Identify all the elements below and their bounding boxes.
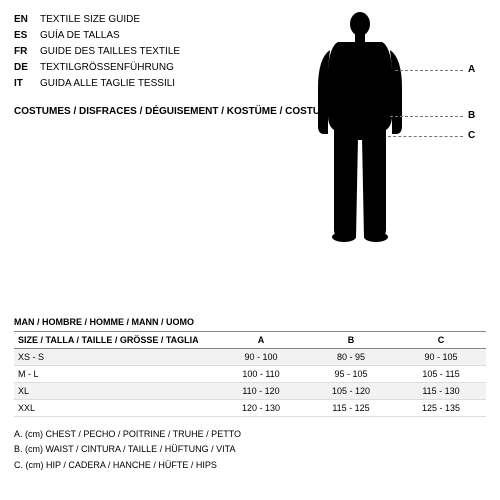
lang-label: GUIDE DES TAILLES TEXTILE — [40, 44, 180, 60]
cell-b: 80 - 95 — [306, 349, 396, 366]
lang-label: GUIDA ALLE TAGLIE TESSILI — [40, 76, 175, 92]
table-header-row: SIZE / TALLA / TAILLE / GRÖSSE / TAGLIA … — [14, 332, 486, 349]
leader-line-c — [388, 136, 463, 137]
table-row: M - L 100 - 110 95 - 105 105 - 115 — [14, 366, 486, 383]
leader-line-b — [390, 116, 463, 117]
footnote-b: B. (cm) WAIST / CINTURA / TAILLE / HÜFTU… — [14, 442, 486, 457]
cell-a: 90 - 100 — [216, 349, 306, 366]
table-row: XS - S 90 - 100 80 - 95 90 - 105 — [14, 349, 486, 366]
lang-code: FR — [14, 44, 40, 60]
measure-label-a: A — [468, 64, 475, 75]
footnote-a: A. (cm) CHEST / PECHO / POITRINE / TRUHE… — [14, 427, 486, 442]
col-size-header: SIZE / TALLA / TAILLE / GRÖSSE / TAGLIA — [14, 332, 216, 349]
cell-c: 125 - 135 — [396, 400, 486, 417]
cell-b: 105 - 120 — [306, 383, 396, 400]
lang-code: ES — [14, 28, 40, 44]
col-b-header: B — [306, 332, 396, 349]
lang-code: IT — [14, 76, 40, 92]
footnotes: A. (cm) CHEST / PECHO / POITRINE / TRUHE… — [14, 427, 486, 473]
footnote-c: C. (cm) HIP / CADERA / HANCHE / HÜFTE / … — [14, 458, 486, 473]
leader-line-a — [395, 70, 463, 71]
cell-size: XL — [14, 383, 216, 400]
cell-c: 105 - 115 — [396, 366, 486, 383]
measure-label-b: B — [468, 110, 475, 121]
table-row: XL 110 - 120 105 - 120 115 - 130 — [14, 383, 486, 400]
cell-a: 120 - 130 — [216, 400, 306, 417]
col-c-header: C — [396, 332, 486, 349]
table-row: XXL 120 - 130 115 - 125 125 - 135 — [14, 400, 486, 417]
table-caption: MAN / HOMBRE / HOMME / MANN / UOMO — [14, 317, 486, 327]
cell-c: 115 - 130 — [396, 383, 486, 400]
lang-code: DE — [14, 60, 40, 76]
cell-size: M - L — [14, 366, 216, 383]
cell-a: 100 - 110 — [216, 366, 306, 383]
cell-b: 95 - 105 — [306, 366, 396, 383]
cell-c: 90 - 105 — [396, 349, 486, 366]
cell-b: 115 - 125 — [306, 400, 396, 417]
measure-label-c: C — [468, 130, 475, 141]
lang-label: GUÍA DE TALLAS — [40, 28, 120, 44]
col-a-header: A — [216, 332, 306, 349]
size-table-area: MAN / HOMBRE / HOMME / MANN / UOMO SIZE … — [14, 317, 486, 473]
cell-size: XXL — [14, 400, 216, 417]
lang-label: TEXTILGRÖSSENFÜHRUNG — [40, 60, 174, 76]
cell-a: 110 - 120 — [216, 383, 306, 400]
size-table: SIZE / TALLA / TAILLE / GRÖSSE / TAGLIA … — [14, 331, 486, 417]
cell-size: XS - S — [14, 349, 216, 366]
silhouette-figure: A B C — [290, 8, 480, 243]
lang-code: EN — [14, 12, 40, 28]
lang-label: TEXTILE SIZE GUIDE — [40, 12, 140, 28]
